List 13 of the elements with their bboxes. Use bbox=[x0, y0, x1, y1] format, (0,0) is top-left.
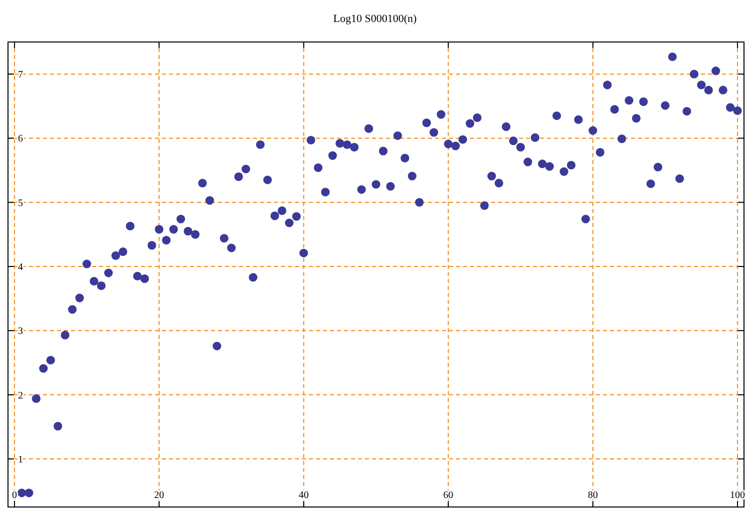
x-tick-label: 0 bbox=[12, 490, 18, 501]
x-tick-label: 80 bbox=[588, 490, 598, 501]
y-tick-label: 3 bbox=[18, 326, 23, 338]
x-tick-label: 40 bbox=[298, 490, 309, 501]
y-tick-label: 5 bbox=[18, 198, 23, 209]
chart-title: Log10 S000100(n) bbox=[333, 13, 418, 25]
y-tick-label: 6 bbox=[18, 134, 23, 145]
x-tick-label: 20 bbox=[154, 490, 164, 501]
y-tick-label: 4 bbox=[18, 262, 23, 273]
y-tick-label: 2 bbox=[18, 390, 23, 402]
y-tick-label: 7 bbox=[18, 70, 23, 81]
y-tick-label: 1 bbox=[18, 454, 23, 466]
x-tick-label: 60 bbox=[443, 490, 454, 501]
